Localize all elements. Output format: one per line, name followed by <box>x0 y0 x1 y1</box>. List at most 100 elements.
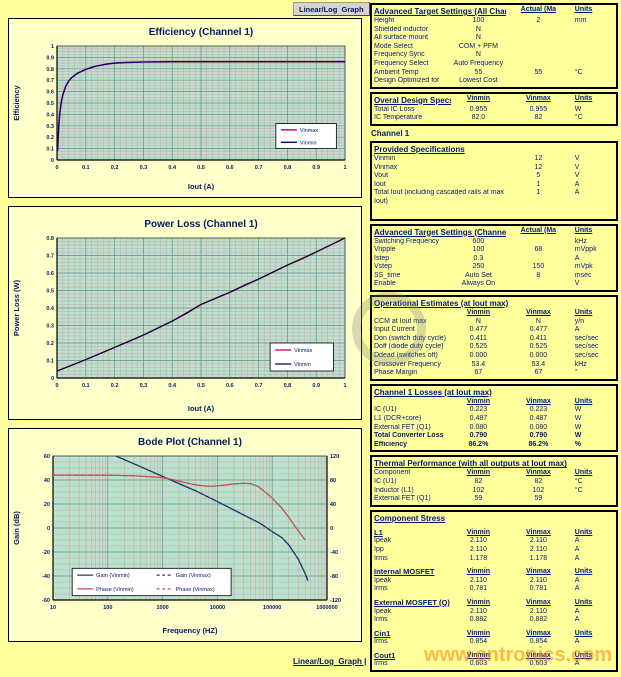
row-label: CCM at Iout max <box>374 317 427 325</box>
table-row: Frequency Sync N <box>374 51 614 60</box>
row-value: 1 <box>536 189 541 197</box>
row-value-vinmax: 2.110 <box>529 545 547 553</box>
table-row: Switching Frequency 600 kHz <box>374 238 614 247</box>
vinmin-column-header: Vinmin <box>466 309 490 317</box>
row-units <box>571 60 614 69</box>
vinmax-column-header: Vinmax <box>525 397 551 405</box>
x-tick-label: 0.1 <box>82 165 90 171</box>
row-label: Ambient Temp <box>374 68 419 76</box>
power-loss-chart-panel: 0 0.1 0.2 0.3 0.4 0.5 0.6 0.7 0.8 0.9 1 0 0.1 0.2 0.3 0… <box>8 206 362 420</box>
y-tick-label: 0 <box>51 376 54 382</box>
section-title: Provided Specifications <box>374 144 465 154</box>
table-row: Efficiency 86.2% 86.2%% <box>374 441 614 450</box>
row-label: Ipeak <box>374 537 392 545</box>
y-tick-label: 0.6 <box>46 90 54 96</box>
x-tick-label: 1 <box>343 383 346 389</box>
table-row: Vstep 250 150 mVpk <box>374 263 614 272</box>
actual-column-header: Actual (Ma <box>520 226 557 234</box>
x-tick-label: 0.9 <box>312 165 320 171</box>
legend-label: Phase (Vinmax) <box>176 587 215 593</box>
row-label: Inductor (L1) <box>374 486 414 494</box>
x-tick-label: 0.6 <box>226 383 234 389</box>
row-label: Input Current <box>374 326 415 334</box>
x-tick-label: 0.4 <box>168 383 177 389</box>
x-tick-label: 0.8 <box>284 383 292 389</box>
y-tick-label: 0.4 <box>46 112 55 118</box>
row-label: Switching Frequency <box>374 237 439 245</box>
row-value-vinmax: 150 <box>532 263 545 271</box>
row-value-vinmax <box>506 255 571 264</box>
row-units: A <box>574 616 580 624</box>
row-units <box>571 26 614 35</box>
row-label: Vripple <box>374 246 396 254</box>
row-label: Efficiency <box>374 440 408 448</box>
row-value-vinmax: 55 <box>534 68 543 76</box>
row-units <box>571 51 614 60</box>
table-row: Vinmin 12 V <box>374 155 614 164</box>
row-value-vinmax: 2.110 <box>529 607 547 615</box>
row-units: V <box>574 154 580 162</box>
row-units: W <box>574 406 582 414</box>
row-value-vinmax: 0.525 <box>529 343 548 351</box>
row-value-vinmin: 55 <box>474 68 483 76</box>
row-value-vinmax <box>506 280 571 289</box>
y-tick-label: 0.7 <box>46 78 54 84</box>
legend-label: Vinmax <box>300 128 318 134</box>
row-units: msec <box>574 271 592 279</box>
row-units: kHz <box>574 237 587 245</box>
table-row: Inductor (L1) 102 102 °C <box>374 487 614 496</box>
results-column: Advanced Target Settings (All Chann Actua… <box>370 3 618 675</box>
x-tick-label: 1000000 <box>316 605 337 611</box>
row-label: IC (U1) <box>374 477 397 485</box>
row-units: °C <box>574 68 583 76</box>
linear-log-graph-button[interactable]: Linear/Log Graph <box>293 2 370 16</box>
row-units: A <box>574 660 580 668</box>
row-units: A <box>574 180 580 188</box>
row-value-vinmax: 53.4 <box>531 360 546 368</box>
row-value-vinmin: N <box>475 34 481 42</box>
y-tick-label: 0.8 <box>46 67 54 73</box>
subsection-title: L1 <box>374 528 383 537</box>
row-value-vinmin: 1.178 <box>469 554 488 562</box>
table-row: Ambient Temp 55 55 °C <box>374 69 614 78</box>
section-provided-specifications: Provided Specifications Vinmin 12 V Vinmax 12… <box>370 140 618 221</box>
row-units: W <box>574 423 582 431</box>
row-units: ° <box>574 369 578 377</box>
channel-1-label: Channel 1 <box>371 128 410 138</box>
y-tick-label: -60 <box>42 598 50 604</box>
table-row: Phase Margin 67 67 ° <box>374 369 614 378</box>
row-value-vinmax: 0.781 <box>529 585 548 593</box>
y-tick-label: 0.8 <box>46 236 54 242</box>
row-value-vinmin: 59 <box>474 495 483 503</box>
table-row: Ipeak 2.110 2.110 A <box>374 608 614 617</box>
row-label: Total IC Loss <box>374 105 415 113</box>
row-units: kHz <box>574 360 587 368</box>
y-tick-label: 20 <box>44 502 50 508</box>
row-units <box>571 495 614 504</box>
row-units: sec/sec <box>574 334 599 342</box>
linear-log-graph-link[interactable]: Linear/Log Graph | <box>293 657 367 666</box>
y-tick-label: 0.2 <box>46 341 54 347</box>
row-value-vinmin: 0.223 <box>469 406 488 414</box>
y-tick-label: 0.1 <box>46 147 54 153</box>
row-units: A <box>574 554 580 562</box>
row-value-vinmin: N <box>475 317 481 325</box>
row-value-vinmin: 86.2% <box>468 440 489 448</box>
table-row: Irms 1.178 1.178 A <box>374 555 614 564</box>
y2-tick-label: 120 <box>330 454 339 460</box>
row-label: Irms <box>374 616 388 624</box>
table-row: Enable Always On V <box>374 280 614 289</box>
legend-box <box>71 567 232 597</box>
row-value-vinmax <box>506 43 571 52</box>
row-units: V <box>574 163 580 171</box>
vinmin-column-header: Vinmin <box>466 469 490 477</box>
vinmax-column-header: Vinmax <box>525 651 551 659</box>
row-units: W <box>574 415 582 422</box>
legend-box <box>275 123 337 149</box>
row-value-vinmax: 86.2% <box>528 440 549 448</box>
section-advanced-target-channel1: Advanced Target Settings (Channel 1 Actua… <box>370 223 618 293</box>
row-value-vinmin: 0.781 <box>469 585 488 593</box>
row-value-vinmax <box>506 34 571 43</box>
row-units: A <box>574 585 580 593</box>
bode-plot-chart-panel: 10 100 1000 10000 100000 1000000 -60 -40 -20 0 20 4… <box>8 428 362 642</box>
